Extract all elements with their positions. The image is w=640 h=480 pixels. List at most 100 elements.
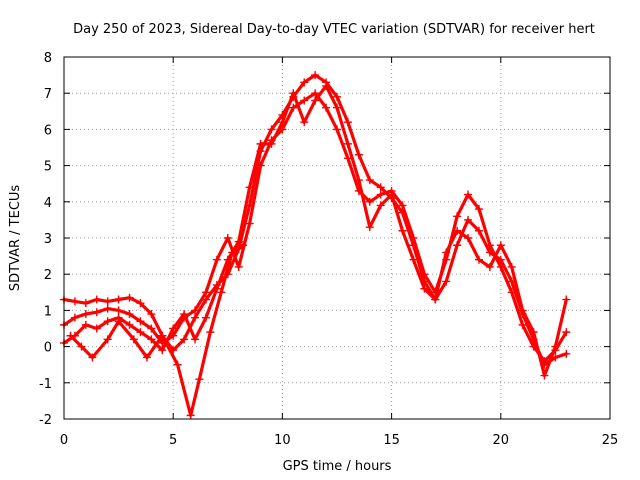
data-point (92, 295, 101, 304)
data-point (180, 335, 189, 344)
data-point (529, 328, 538, 337)
data-point (365, 223, 374, 232)
data-point (147, 324, 156, 333)
data-point (398, 226, 407, 235)
data-point (464, 215, 473, 224)
data-point (234, 262, 243, 271)
y-tick-label: -1 (39, 377, 52, 392)
data-point (191, 313, 200, 322)
data-point (398, 201, 407, 210)
data-point (420, 284, 429, 293)
data-point (191, 335, 200, 344)
series-track-2 (60, 89, 571, 366)
data-point (300, 118, 309, 127)
data-point (496, 241, 505, 250)
data-point (81, 299, 90, 308)
data-point (245, 183, 254, 192)
data-point (496, 262, 505, 271)
data-point (474, 255, 483, 264)
data-point (92, 324, 101, 333)
y-tick-label: 0 (44, 341, 52, 356)
data-point (322, 103, 331, 112)
data-point (125, 320, 134, 329)
data-point (125, 310, 134, 319)
data-point (70, 313, 79, 322)
data-point (256, 161, 265, 170)
data-point (81, 320, 90, 329)
data-point (376, 183, 385, 192)
data-point (103, 317, 112, 326)
data-point (333, 92, 341, 101)
data-point (129, 335, 138, 344)
x-tick-labels: 0 5 10 15 20 25 (60, 433, 618, 448)
data-point (354, 150, 363, 159)
data-point (81, 310, 90, 319)
data-point (267, 139, 276, 148)
x-tick-label: 15 (383, 433, 400, 448)
series-track-3 (60, 81, 571, 380)
data-point (289, 89, 298, 98)
y-tick-labels: -2 -1 0 1 2 3 4 5 6 7 8 (39, 51, 52, 428)
data-point (173, 360, 182, 369)
y-tick-label: 2 (44, 268, 52, 283)
data-point (365, 197, 374, 206)
data-point (431, 295, 440, 304)
data-point (442, 248, 451, 257)
data-point (409, 255, 418, 264)
y-tick-label: 5 (44, 160, 52, 175)
data-point (485, 262, 494, 271)
data-point (300, 96, 309, 105)
data-point (562, 295, 571, 304)
data-point (142, 353, 151, 362)
x-tick-label: 25 (602, 433, 619, 448)
axis-ticks (63, 56, 611, 420)
data-point (333, 103, 341, 112)
series-track-4 (66, 241, 248, 420)
data-point (92, 308, 101, 317)
data-point (88, 353, 97, 362)
data-point (354, 176, 363, 185)
y-tick-label: 7 (44, 87, 52, 102)
data-point (518, 306, 527, 315)
data-point (376, 201, 385, 210)
data-point (66, 331, 75, 340)
y-tick-label: 4 (44, 196, 52, 211)
series-track-1 (60, 71, 571, 369)
data-point (453, 241, 462, 250)
data-point (228, 248, 237, 257)
data-point (507, 288, 516, 297)
data-point (114, 306, 123, 315)
data-point (195, 375, 204, 384)
data-point (212, 255, 221, 264)
data-point (311, 96, 320, 105)
data-point (540, 371, 549, 380)
y-tick-label: -2 (39, 413, 52, 428)
data-point (239, 241, 248, 250)
data-point (474, 205, 483, 214)
data-point (464, 190, 473, 199)
data-point (191, 306, 200, 315)
data-point (217, 288, 226, 297)
data-point (234, 237, 243, 246)
data-point (267, 125, 276, 134)
data-point (333, 125, 341, 134)
x-tick-label: 0 (60, 433, 68, 448)
data-point (223, 234, 232, 242)
y-tick-label: 8 (44, 51, 52, 66)
data-point (464, 234, 473, 242)
data-point (518, 320, 527, 329)
data-point (343, 118, 352, 127)
data-point (300, 78, 309, 87)
data-series (60, 71, 571, 420)
data-point (147, 335, 156, 344)
data-point (180, 310, 189, 319)
data-point (136, 299, 145, 308)
x-tick-label: 5 (169, 433, 177, 448)
data-point (365, 176, 374, 185)
data-point (212, 284, 221, 293)
data-point (474, 226, 483, 235)
data-point (77, 342, 86, 351)
data-point (442, 277, 451, 286)
data-point (114, 295, 123, 304)
data-point (201, 313, 210, 322)
